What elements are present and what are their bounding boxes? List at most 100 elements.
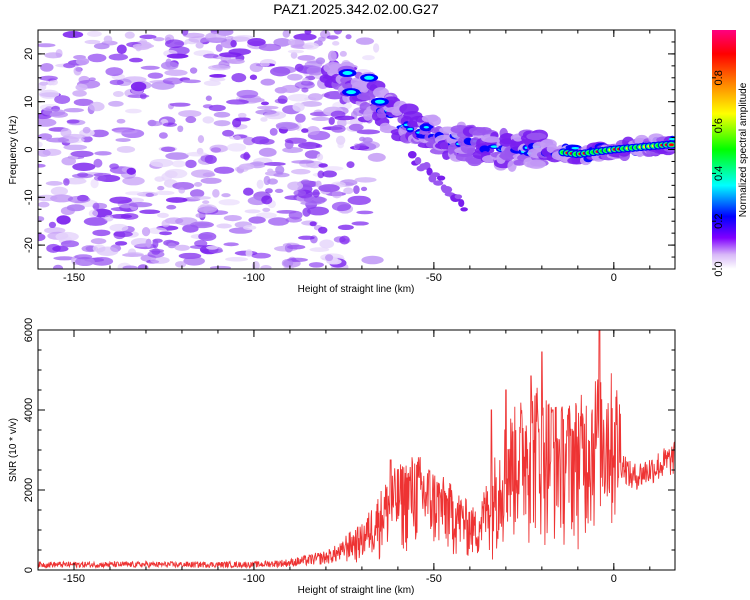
heatmap-noise-blob bbox=[216, 223, 232, 229]
heatmap-noise-blob bbox=[206, 245, 219, 250]
heatmap-noise-blob bbox=[360, 186, 368, 192]
heatmap-noise-blob bbox=[181, 30, 189, 36]
heatmap-noise-blob bbox=[155, 190, 175, 196]
heatmap-noise-blob bbox=[61, 156, 77, 166]
heatmap-noise-blob bbox=[93, 43, 110, 50]
heatmap-noise-blob bbox=[231, 72, 247, 83]
heatmap-noise-blob bbox=[141, 227, 151, 237]
heatmap-noise-blob bbox=[337, 224, 354, 230]
heatmap-noise-blob bbox=[232, 118, 242, 128]
heatmap-noise-blob bbox=[130, 81, 147, 92]
heatmap-noise-blob bbox=[158, 132, 168, 139]
heatmap-noise-blob bbox=[317, 170, 325, 179]
heatmap-ridge-hot bbox=[407, 127, 414, 131]
heatmap-noise-blob bbox=[245, 249, 253, 258]
heatmap-noise-blob bbox=[140, 65, 160, 70]
heatmap-noise-blob bbox=[109, 196, 132, 204]
heatmap-noise-blob bbox=[309, 247, 330, 252]
heatmap-noise-blob bbox=[276, 209, 297, 214]
heatmap-noise-blob bbox=[249, 62, 263, 73]
heatmap-noise-blob bbox=[319, 239, 335, 249]
heatmap-noise-blob bbox=[54, 95, 71, 104]
heatmap-noise-blob bbox=[353, 185, 360, 194]
heatmap-noise-blob bbox=[165, 152, 189, 160]
heatmap-noise-blob bbox=[92, 202, 100, 211]
heatmap-noise-blob bbox=[331, 201, 352, 212]
heatmap-noise-blob bbox=[157, 212, 169, 218]
heatmap-noise-blob bbox=[45, 181, 63, 186]
heatmap-noise-blob bbox=[361, 255, 384, 265]
heatmap-noise-blob bbox=[258, 147, 277, 157]
heatmap-noise-blob bbox=[221, 193, 231, 198]
heatmap-noise-blob bbox=[273, 37, 292, 47]
heatmap-noise-blob bbox=[275, 165, 285, 175]
heatmap-noise-blob bbox=[159, 231, 173, 236]
heatmap-noise-blob bbox=[88, 209, 99, 218]
heatmap-noise-blob bbox=[50, 194, 74, 203]
heatmap-noise-blob bbox=[152, 238, 163, 243]
heatmap-noise-blob bbox=[77, 172, 89, 178]
heatmap-noise-blob bbox=[137, 264, 149, 269]
heatmap-noise-blob bbox=[38, 43, 56, 48]
heatmap-noise-blob bbox=[244, 209, 261, 214]
heatmap-noise-blob bbox=[129, 57, 143, 63]
heatmap-noise-blob bbox=[297, 55, 316, 61]
colorbar-ticks: 0.0 0.2 0.4 0.6 0.8 bbox=[712, 70, 725, 277]
heatmap-noise-blob bbox=[90, 238, 107, 245]
heatmap-ridge-core bbox=[479, 145, 490, 154]
heatmap-noise-blob bbox=[112, 90, 124, 98]
spectrogram-x-tick-label: -50 bbox=[426, 272, 442, 284]
heatmap-noise-blob bbox=[300, 101, 323, 107]
heatmap-noise-blob bbox=[55, 231, 79, 242]
heatmap-noise-blob bbox=[175, 217, 198, 226]
heatmap-noise-blob bbox=[63, 133, 86, 140]
spectrogram-heatmap bbox=[38, 30, 675, 269]
heatmap-noise-blob bbox=[132, 43, 155, 49]
heatmap-noise-blob bbox=[39, 75, 58, 81]
heatmap-noise-blob bbox=[147, 250, 165, 258]
heatmap-noise-blob bbox=[356, 210, 374, 215]
snr-y-tick-label: 2000 bbox=[23, 478, 35, 502]
heatmap-noise-blob bbox=[209, 265, 232, 269]
heatmap-noise-blob bbox=[162, 77, 184, 85]
heatmap-noise-blob bbox=[247, 38, 266, 47]
heatmap-noise-blob bbox=[94, 151, 112, 156]
heatmap-noise-blob bbox=[103, 35, 113, 44]
heatmap-ridge-blob bbox=[526, 159, 546, 169]
heatmap-noise-blob bbox=[174, 244, 190, 251]
heatmap-noise-blob bbox=[348, 123, 364, 132]
heatmap-hotspot-core bbox=[342, 71, 353, 76]
heatmap-noise-blob bbox=[359, 136, 366, 142]
heatmap-noise-blob bbox=[261, 195, 273, 205]
heatmap-noise-blob bbox=[125, 108, 142, 114]
heatmap-noise-blob bbox=[282, 147, 303, 153]
heatmap-branch-blob bbox=[414, 157, 422, 165]
spectrogram-x-tick-label: -100 bbox=[243, 272, 265, 284]
heatmap-noise-blob bbox=[304, 30, 312, 35]
heatmap-noise-blob bbox=[125, 191, 144, 196]
heatmap-ridge-blob bbox=[571, 156, 581, 164]
heatmap-noise-blob bbox=[66, 204, 85, 212]
heatmap-noise-blob bbox=[96, 246, 119, 257]
heatmap-noise-blob bbox=[290, 51, 298, 59]
heatmap-noise-blob bbox=[326, 35, 339, 40]
heatmap-noise-blob bbox=[248, 216, 266, 224]
heatmap-noise-blob bbox=[108, 100, 124, 107]
heatmap-noise-blob bbox=[354, 177, 377, 183]
heatmap-noise-blob bbox=[260, 265, 272, 269]
heatmap-noise-blob bbox=[260, 117, 268, 122]
heatmap-noise-blob bbox=[40, 63, 54, 72]
heatmap-noise-blob bbox=[273, 172, 290, 178]
heatmap-noise-blob bbox=[295, 113, 306, 123]
heatmap-noise-blob bbox=[287, 73, 303, 81]
heatmap-noise-blob bbox=[304, 60, 323, 69]
heatmap-noise-blob bbox=[287, 244, 306, 250]
heatmap-ridge-blob bbox=[428, 115, 441, 126]
heatmap-noise-blob bbox=[260, 61, 270, 67]
heatmap-noise-blob bbox=[148, 120, 163, 127]
snr-x-tick-label: -150 bbox=[63, 573, 85, 585]
heatmap-noise-blob bbox=[72, 90, 87, 97]
heatmap-noise-blob bbox=[116, 118, 126, 124]
heatmap-noise-blob bbox=[212, 189, 220, 198]
